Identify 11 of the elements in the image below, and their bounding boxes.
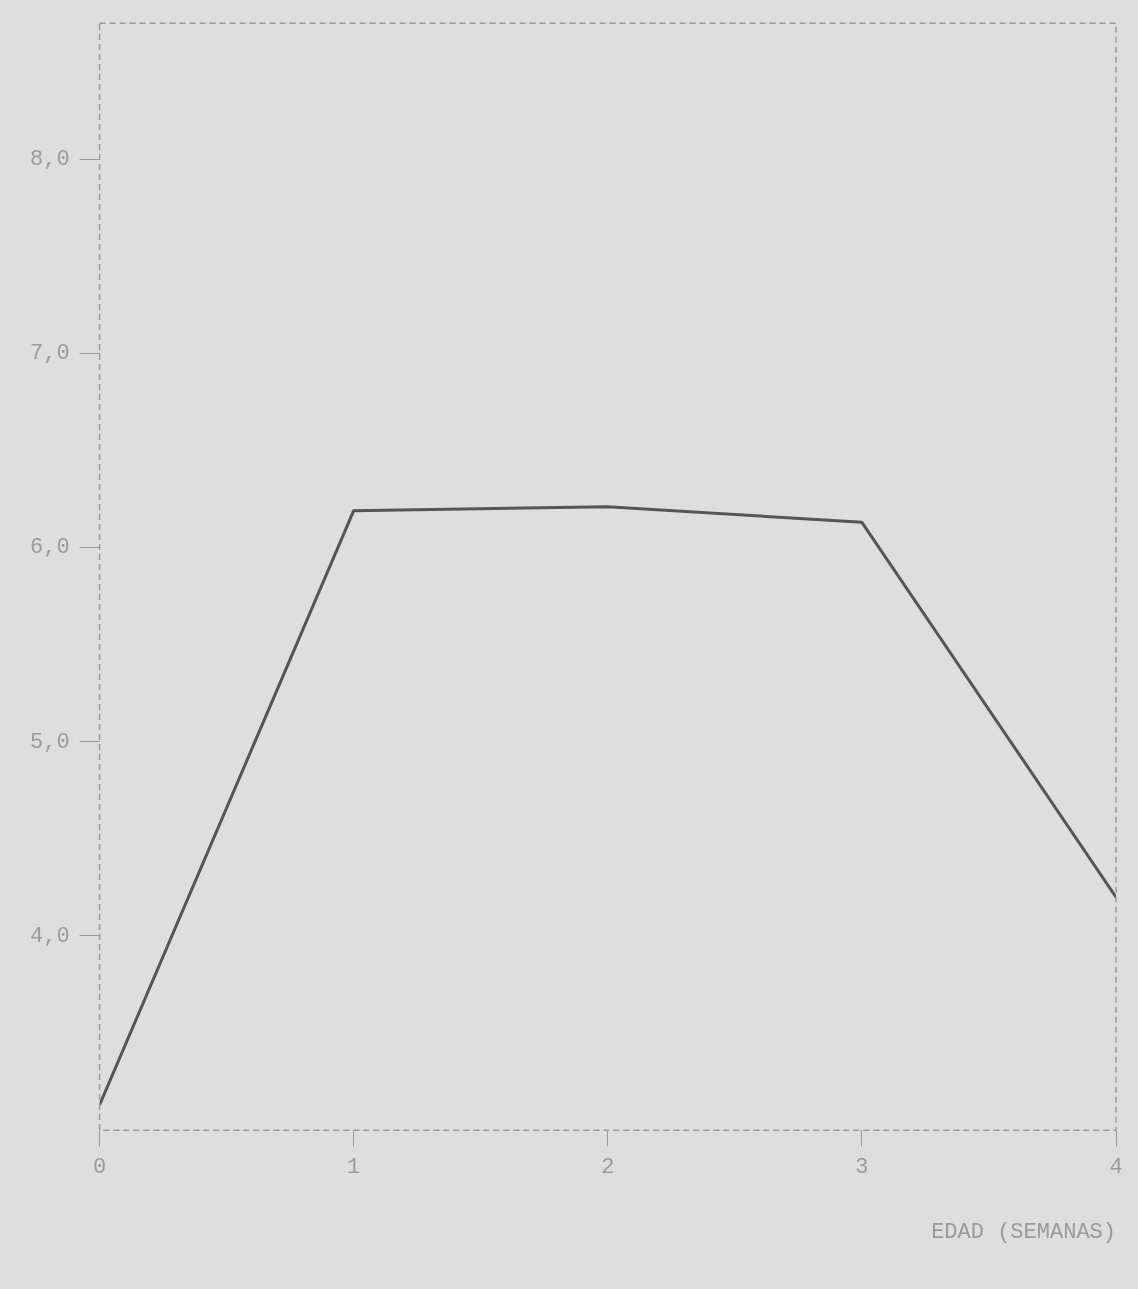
x-tick-label: 3 <box>855 1155 869 1181</box>
x-axis-title: EDAD (SEMANAS) <box>931 1219 1116 1245</box>
y-tick-label: 6,0 <box>30 535 70 561</box>
y-tick-label: 4,0 <box>30 923 70 949</box>
y-tick-label: 5,0 <box>30 729 70 755</box>
x-tick-label: 1 <box>347 1155 361 1181</box>
x-tick-label: 4 <box>1109 1155 1123 1181</box>
x-tick-label: 0 <box>93 1155 107 1181</box>
y-tick-label: 8,0 <box>30 146 70 172</box>
x-tick-label: 2 <box>601 1155 615 1181</box>
y-tick-label: 7,0 <box>30 341 70 367</box>
